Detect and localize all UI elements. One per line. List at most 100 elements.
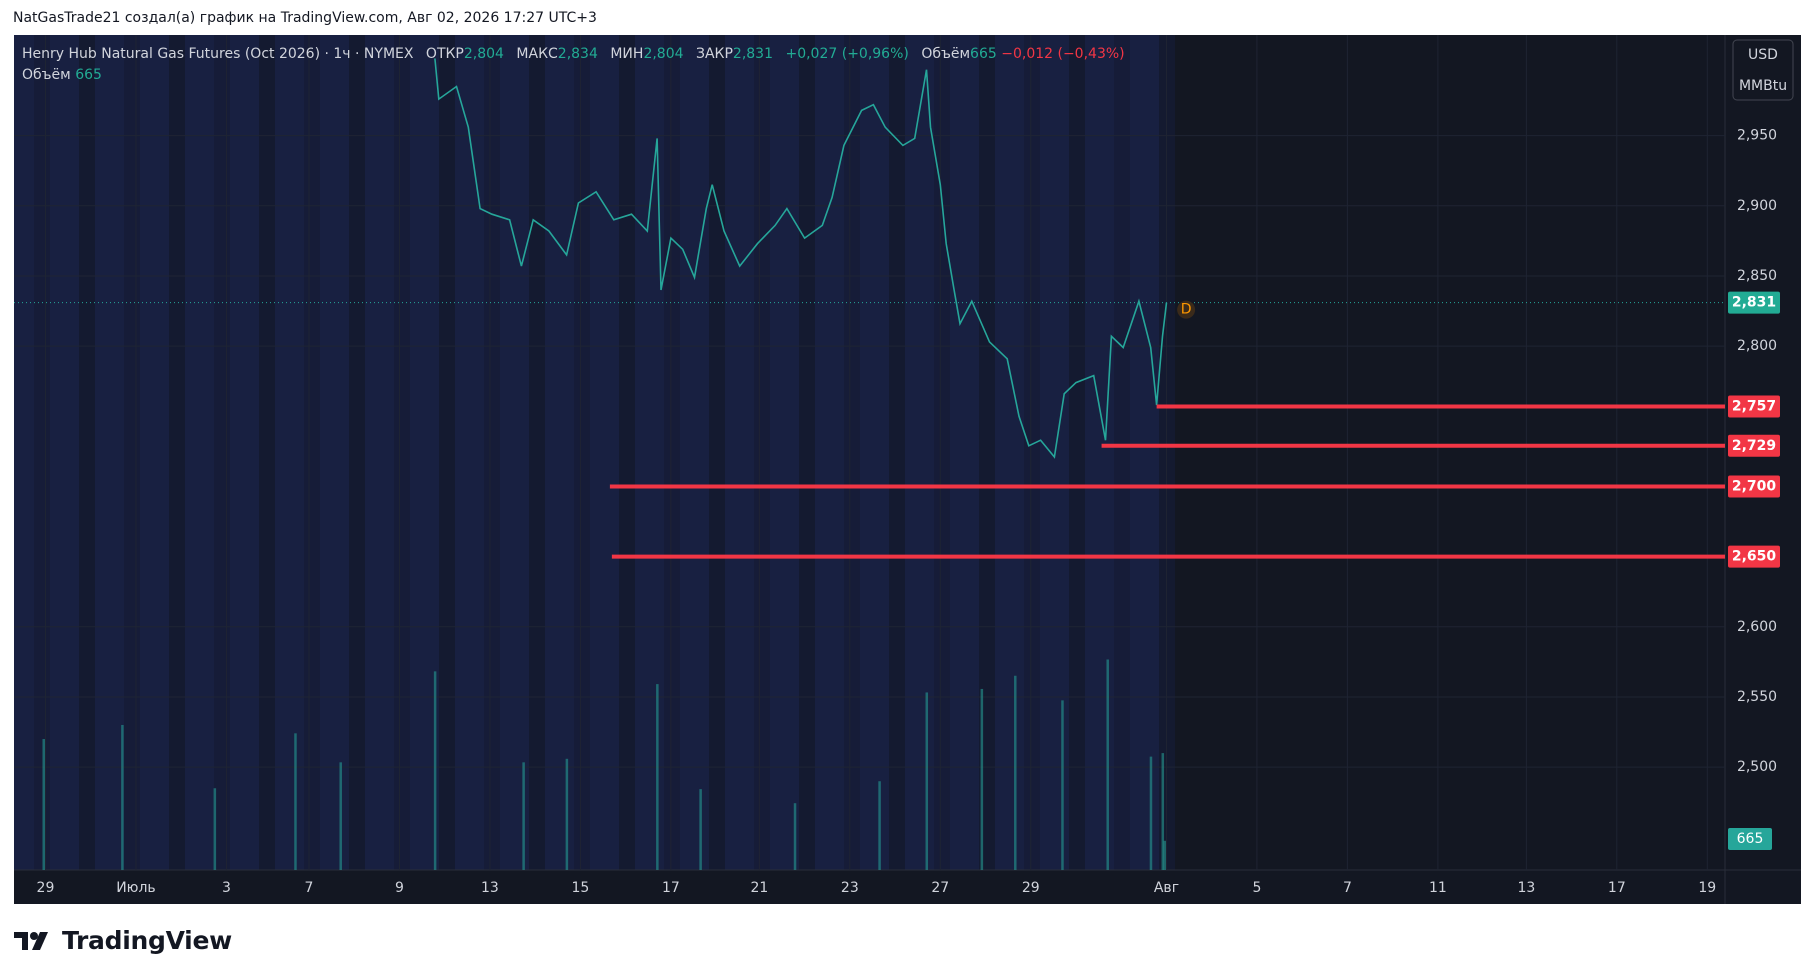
volume-bar — [793, 803, 797, 870]
x-tick-label: 29 — [37, 880, 55, 896]
volume-bar — [294, 733, 297, 870]
volume-last-label: 665 — [1737, 831, 1764, 847]
session-stripe — [394, 35, 410, 870]
session-stripe — [304, 35, 320, 870]
volume-bar — [42, 739, 45, 870]
dividend-marker-label: D — [1181, 302, 1192, 318]
y-tick-label: 2,900 — [1737, 198, 1777, 214]
current-price-label: 2,831 — [1732, 295, 1776, 311]
volume-bar — [213, 788, 217, 870]
session-stripe — [439, 35, 455, 870]
volume-bar — [925, 692, 929, 870]
symbol-title: Henry Hub Natural Gas Futures (Oct 2026)… — [22, 46, 414, 62]
session-stripe — [844, 35, 860, 870]
legend-volume: Объём 665 — [22, 65, 1125, 86]
y-tick-label: 2,800 — [1737, 338, 1777, 354]
x-tick-label: 13 — [481, 880, 499, 896]
x-tick-label: 9 — [395, 880, 404, 896]
session-stripe — [754, 35, 770, 870]
session-stripe — [574, 35, 590, 870]
session-stripe — [664, 35, 680, 870]
session-stripe — [34, 35, 50, 870]
y-tick-label: 2,550 — [1737, 689, 1777, 705]
session-stripe — [214, 35, 230, 870]
volume-name: Объём — [22, 67, 71, 83]
volume-bar — [1149, 756, 1153, 870]
level-box — [1728, 395, 1780, 418]
volume-bar — [980, 688, 984, 870]
session-stripe — [484, 35, 500, 870]
brand: TradingView — [14, 926, 232, 955]
volume-last-box — [1728, 828, 1772, 850]
x-tick-label: 29 — [1022, 880, 1040, 896]
y-tick-label: 2,600 — [1737, 619, 1777, 635]
session-shading — [14, 35, 1175, 870]
session-stripe — [799, 35, 815, 870]
volume-bar — [339, 762, 342, 870]
volume-bar — [1161, 753, 1165, 870]
level-box — [1728, 545, 1780, 568]
level-label: 2,700 — [1732, 478, 1777, 494]
history-area — [14, 35, 1167, 870]
level-box — [1728, 475, 1780, 498]
x-tick-label: 7 — [1343, 880, 1352, 896]
volume-name: Объём — [921, 46, 971, 62]
volume-bar — [522, 762, 525, 870]
unit: MMBtu — [1739, 78, 1787, 94]
x-tick-label: 3 — [222, 880, 231, 896]
stat-value: 2,804 — [463, 46, 504, 62]
x-tick-label: 15 — [571, 880, 589, 896]
price-line — [434, 58, 1168, 459]
x-tick-label: 27 — [931, 880, 949, 896]
session-stripe — [1069, 35, 1085, 870]
currency-box[interactable] — [1732, 39, 1794, 101]
x-tick-label: 7 — [305, 880, 314, 896]
credit: NatGasTrade21 создал(а) график на Tradin… — [13, 10, 597, 26]
brand-text: TradingView — [62, 926, 232, 955]
stat-value: 2,804 — [643, 46, 684, 62]
x-tick-label: 19 — [1698, 880, 1716, 896]
session-stripe — [529, 35, 545, 870]
session-stripe — [169, 35, 185, 870]
stat-value: 2,831 — [732, 46, 774, 62]
session-stripe — [1024, 35, 1040, 870]
volume-bar — [1061, 700, 1064, 870]
session-stripe — [619, 35, 635, 870]
volume-value: 665 — [75, 67, 102, 83]
y-tick-label: 2,500 — [1737, 759, 1777, 775]
x-tick-label: 5 — [1252, 880, 1261, 896]
volume-bar — [1163, 840, 1166, 870]
session-stripe — [124, 35, 140, 870]
stat-name: ОТКР — [425, 46, 464, 62]
session-stripe — [1159, 35, 1175, 870]
x-tick-label: 13 — [1517, 880, 1535, 896]
y-tick-label: 2,850 — [1737, 268, 1777, 284]
x-tick-label: 17 — [662, 880, 680, 896]
level-label: 2,757 — [1732, 398, 1776, 414]
session-stripe — [709, 35, 725, 870]
x-tick-label: 23 — [841, 880, 859, 896]
level-label: 2,729 — [1732, 438, 1776, 454]
x-tick-label: 11 — [1429, 880, 1447, 896]
volume-bar — [1014, 675, 1017, 870]
stat-name: МАКС — [516, 46, 558, 62]
x-tick-label: Июль — [116, 880, 155, 896]
session-stripe — [79, 35, 95, 870]
x-tick-label: 21 — [750, 880, 768, 896]
x-tick-label: 17 — [1608, 880, 1626, 896]
session-stripe — [259, 35, 275, 870]
volume-bar — [699, 789, 702, 870]
brand-logo — [14, 931, 48, 950]
volume-bar — [1106, 659, 1109, 870]
session-stripe — [889, 35, 905, 870]
session-stripe — [979, 35, 995, 870]
volume-change: −0,012 (−0,43%) — [1001, 46, 1125, 62]
legend: Henry Hub Natural Gas Futures (Oct 2026)… — [22, 44, 1125, 86]
volume-bar — [878, 781, 881, 870]
stat-value: 2,834 — [557, 46, 598, 62]
session-stripe — [349, 35, 365, 870]
session-stripe — [1114, 35, 1130, 870]
level-label: 2,650 — [1732, 549, 1777, 565]
